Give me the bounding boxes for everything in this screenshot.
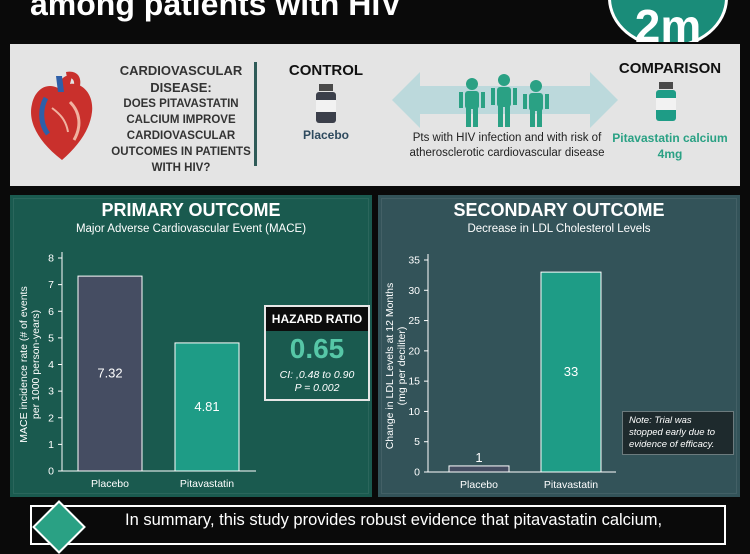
x-tick-label: Placebo	[91, 478, 129, 490]
study-design-panel: CARDIOVASCULAR DISEASE: DOES PITAVASTATI…	[10, 44, 740, 186]
summary-text: In summary, this study provides robust e…	[125, 511, 663, 529]
primary-title: PRIMARY OUTCOME	[101, 200, 281, 220]
y-tick-label: 0	[48, 466, 54, 478]
question-title: CARDIOVASCULAR DISEASE:	[119, 63, 243, 95]
x-tick-label: Placebo	[460, 479, 498, 491]
comparison-label: COMPARISON	[618, 60, 722, 77]
bar-placebo	[448, 465, 510, 473]
bar-pitavastatin	[540, 271, 602, 473]
y-tick-label: 6	[48, 306, 54, 318]
y-tick-label: 2	[48, 412, 54, 424]
bar-pitavastatin	[174, 342, 240, 472]
secondary-bar-chart: 0 5 10 15 20 25 30 35 Change in LDL Levels at 12…	[384, 254, 616, 491]
y-tick-label: 3	[48, 386, 54, 398]
study-question: CARDIOVASCULAR DISEASE: DOES PITAVASTATI…	[106, 62, 256, 176]
bar-placebo	[77, 275, 143, 472]
logo-text: 2m	[634, 0, 702, 42]
x-tick-label: Pitavastatin	[544, 479, 598, 491]
p-value: P = 0.002	[294, 382, 340, 394]
page-title: among patients with HIV	[30, 0, 402, 22]
y-tick-label: 4	[48, 359, 54, 371]
people-icon	[459, 74, 549, 127]
y-tick-label: 1	[48, 439, 54, 451]
y-tick-label: 30	[408, 285, 420, 297]
bar-value-label: 33	[564, 364, 578, 379]
y-tick-label: 5	[48, 332, 54, 344]
control-label: CONTROL	[288, 62, 364, 79]
y-axis-label: Change in LDL Levels at 12 Months	[384, 283, 396, 450]
journal-logo: 2m	[608, 0, 728, 42]
hazard-ratio-ci: CI: ,0.48 to 0.90 P = 0.002	[266, 369, 368, 395]
y-axis-label: (mg per deciliter)	[396, 327, 408, 406]
secondary-subtitle: Decrease in LDL Cholesterol Levels	[467, 223, 651, 235]
y-tick-label: 20	[408, 345, 420, 357]
hazard-ratio-title: HAZARD RATIO	[266, 307, 368, 331]
panel-border	[381, 198, 737, 494]
primary-bar-chart: 0 1 2 3 4 5 6 7 8 MACE incidence rate (# of event…	[18, 252, 256, 490]
y-tick-label: 35	[408, 255, 420, 267]
y-tick-label: 10	[408, 406, 420, 418]
y-axis-label: per 1000 person-years)	[30, 310, 42, 419]
divider	[254, 62, 257, 166]
question-text: DOES PITAVASTATIN CALCIUM IMPROVE CARDIO…	[111, 98, 251, 174]
y-tick-label: 8	[48, 253, 54, 265]
x-tick-label: Pitavastatin	[180, 478, 234, 490]
y-tick-label: 15	[408, 376, 420, 388]
pitavastatin-label: Pitavastatin calcium 4mg	[612, 131, 728, 161]
hazard-ratio-value: 0.65	[289, 333, 345, 364]
header-bar: among patients with HIV 2m	[0, 0, 750, 42]
primary-subtitle: Major Adverse Cardiovascular Event (MACE…	[75, 223, 307, 235]
y-tick-label: 5	[414, 436, 420, 448]
y-axis-label: MACE incidence rate (# of events	[18, 286, 30, 442]
placebo-label: Placebo	[302, 128, 350, 142]
drug-bottle-icon	[656, 82, 676, 121]
bar-value-label: 7.32	[97, 366, 122, 381]
secondary-title: SECONDARY OUTCOME	[453, 200, 665, 220]
confidence-interval: CI: ,0.48 to 0.90	[279, 369, 355, 381]
y-tick-label: 0	[414, 467, 420, 479]
bar-value-label: 4.81	[194, 399, 219, 414]
y-tick-label: 7	[48, 279, 54, 291]
population-text: Pts with HIV infection and with risk of …	[409, 132, 605, 159]
bar-value-label: 1	[475, 450, 482, 465]
trial-note: Note: Trial was stopped early due to evi…	[622, 411, 734, 455]
hazard-ratio-box: HAZARD RATIO 0.65 CI: ,0.48 to 0.90 P = …	[264, 305, 370, 401]
y-tick-label: 25	[408, 315, 420, 327]
heart-icon	[31, 71, 93, 160]
placebo-bottle-icon	[316, 84, 336, 123]
